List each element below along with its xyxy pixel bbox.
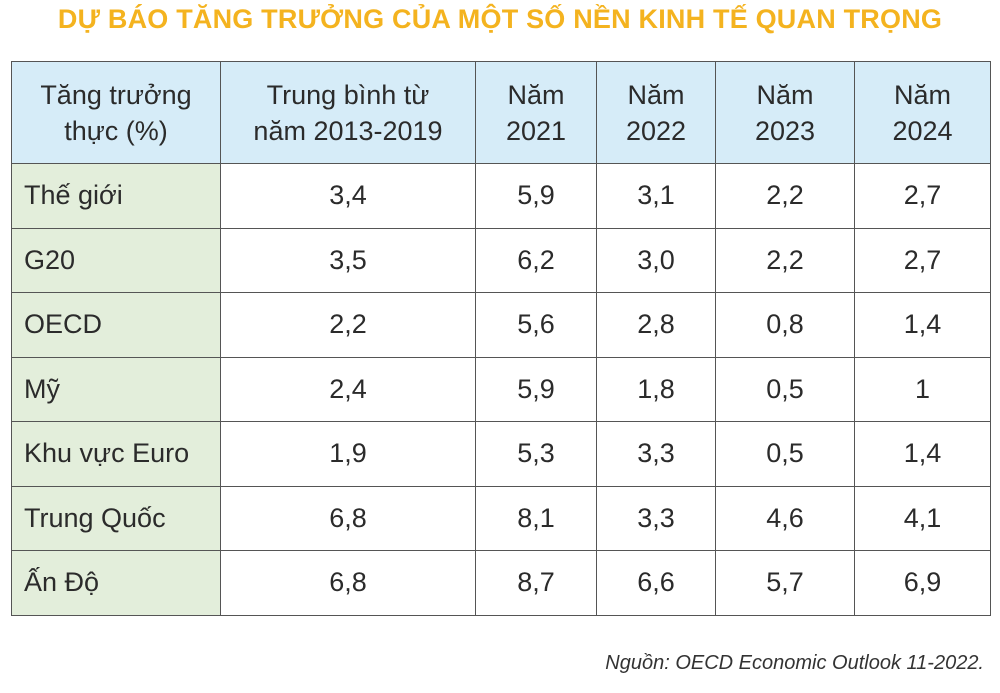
table-cell: 0,8 xyxy=(715,292,855,358)
table-cell: 3,4 xyxy=(220,163,476,229)
column-header: Năm 2022 xyxy=(596,61,716,164)
row-label: Khu vực Euro xyxy=(11,421,221,487)
table-cell: 6,8 xyxy=(220,485,476,551)
table-cell: 3,3 xyxy=(596,421,716,487)
table-cell: 8,1 xyxy=(475,485,597,551)
table-cell: 5,6 xyxy=(475,292,597,358)
source-note: Nguồn: OECD Economic Outlook 11-2022. xyxy=(605,652,984,674)
header-row: Tăng trưởng thực (%) Trung bình từ năm 20… xyxy=(11,61,991,164)
growth-forecast-table: Tăng trưởng thực (%) Trung bình từ năm 20… xyxy=(11,61,991,616)
table-row: G20 3,5 6,2 3,0 2,2 2,7 xyxy=(11,227,991,293)
table-row: Khu vực Euro 1,9 5,3 3,3 0,5 1,4 xyxy=(11,421,991,487)
table-row: OECD 2,2 5,6 2,8 0,8 1,4 xyxy=(11,292,991,358)
table-cell: 2,2 xyxy=(220,292,476,358)
table-cell: 2,7 xyxy=(854,227,991,293)
table-cell: 5,7 xyxy=(715,550,855,616)
table-cell: 3,3 xyxy=(596,485,716,551)
row-label: Ấn Độ xyxy=(11,550,221,616)
table-cell: 1,8 xyxy=(596,356,716,422)
table-cell: 1,4 xyxy=(854,292,991,358)
table-cell: 0,5 xyxy=(715,421,855,487)
column-header: Năm 2023 xyxy=(715,61,855,164)
table-cell: 3,0 xyxy=(596,227,716,293)
table-title: DỰ BÁO TĂNG TRƯỞNG CỦA MỘT SỐ NỀN KINH T… xyxy=(57,4,943,34)
table-cell: 1,9 xyxy=(220,421,476,487)
table-row: Thế giới 3,4 5,9 3,1 2,2 2,7 xyxy=(11,163,991,229)
table-cell: 3,1 xyxy=(596,163,716,229)
table-cell: 2,4 xyxy=(220,356,476,422)
table-cell: 8,7 xyxy=(475,550,597,616)
row-label: G20 xyxy=(11,227,221,293)
table-cell: 5,3 xyxy=(475,421,597,487)
table-cell: 5,9 xyxy=(475,163,597,229)
table-cell: 3,5 xyxy=(220,227,476,293)
table-cell: 2,8 xyxy=(596,292,716,358)
table-cell: 6,8 xyxy=(220,550,476,616)
row-label: Trung Quốc xyxy=(11,485,221,551)
table-row: Mỹ 2,4 5,9 1,8 0,5 1 xyxy=(11,356,991,422)
table-cell: 2,7 xyxy=(854,163,991,229)
table-cell: 6,6 xyxy=(596,550,716,616)
table-cell: 1 xyxy=(854,356,991,422)
table-cell: 4,1 xyxy=(854,485,991,551)
column-header: Năm 2024 xyxy=(854,61,991,164)
table-cell: 4,6 xyxy=(715,485,855,551)
row-label: Thế giới xyxy=(11,163,221,229)
table-cell: 6,9 xyxy=(854,550,991,616)
table-cell: 1,4 xyxy=(854,421,991,487)
column-header: Trung bình từ năm 2013-2019 xyxy=(220,61,476,164)
table-row: Ấn Độ 6,8 8,7 6,6 5,7 6,9 xyxy=(11,550,991,616)
table-cell: 2,2 xyxy=(715,227,855,293)
table-cell: 6,2 xyxy=(475,227,597,293)
row-label: OECD xyxy=(11,292,221,358)
table-cell: 2,2 xyxy=(715,163,855,229)
column-header: Năm 2021 xyxy=(475,61,597,164)
table-cell: 0,5 xyxy=(715,356,855,422)
table-cell: 5,9 xyxy=(475,356,597,422)
table-row: Trung Quốc 6,8 8,1 3,3 4,6 4,1 xyxy=(11,485,991,551)
column-header: Tăng trưởng thực (%) xyxy=(11,61,221,164)
row-label: Mỹ xyxy=(11,356,221,422)
